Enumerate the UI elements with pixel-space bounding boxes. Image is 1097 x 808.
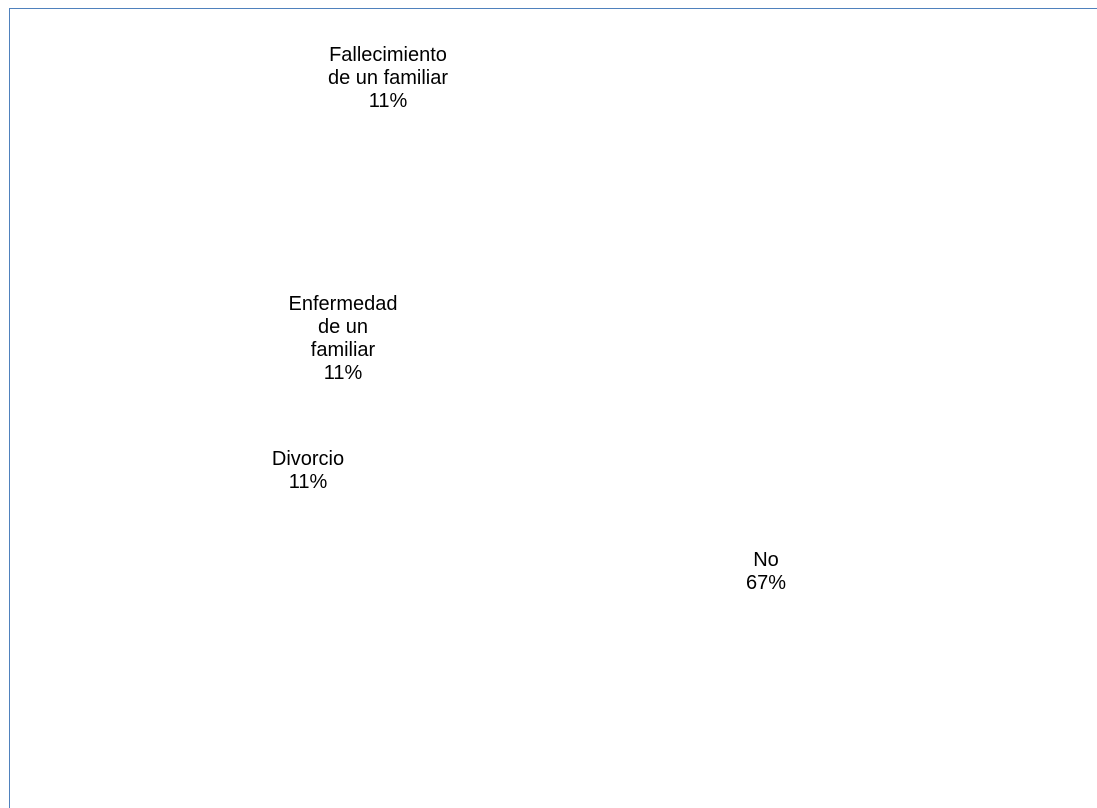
- chart-frame: [9, 8, 1097, 808]
- slice-label-divorcio: Divorcio 11%: [238, 425, 378, 517]
- slice-percent-no: 67%: [745, 572, 787, 594]
- slice-percent-fallecimiento: 11%: [368, 90, 408, 112]
- slice-name-enfermedad: Enfermedad de un familiar: [288, 293, 398, 361]
- slice-name-no: No: [753, 549, 779, 571]
- slice-percent-enfermedad: 11%: [323, 362, 363, 384]
- slice-label-no: No 67%: [716, 526, 816, 618]
- slice-name-fallecimiento: Fallecimiento de un familiar: [327, 44, 449, 89]
- pie-slice-2: [558, 282, 811, 452]
- slice-label-fallecimiento: Fallecimiento de un familiar 11%: [298, 21, 478, 136]
- pie-slice-1: [558, 136, 807, 331]
- slice-name-divorcio: Divorcio: [271, 448, 345, 470]
- pie-slice-3: [309, 79, 780, 581]
- pie-slice-0: [559, 79, 721, 332]
- slice-percent-divorcio: 11%: [288, 471, 328, 493]
- slice-label-enfermedad: Enfermedad de un familiar 11%: [258, 270, 428, 408]
